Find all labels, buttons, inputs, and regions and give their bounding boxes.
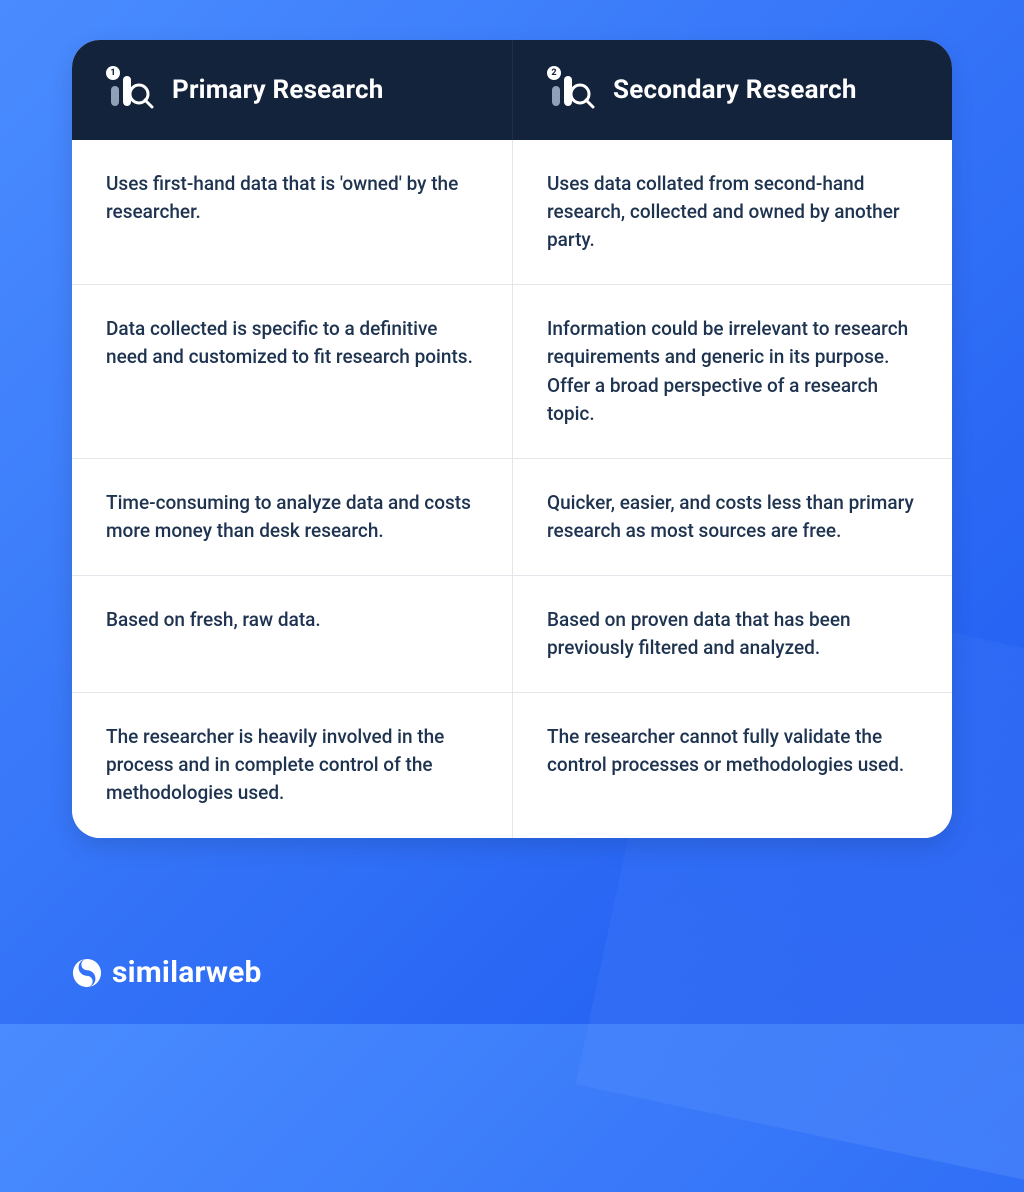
cell-secondary: Uses data collated from second-hand rese… [512,140,952,284]
brand-lockup: similarweb [72,955,262,990]
cell-primary: Data collected is specific to a definiti… [72,285,512,457]
table-body: Uses first-hand data that is 'owned' by … [72,140,952,838]
table-row: Based on fresh, raw data. Based on prove… [72,575,952,692]
bars-magnifier-icon: 1 [108,70,154,110]
table-row: Time-consuming to analyze data and costs… [72,458,952,575]
column-header-primary: 1 Primary Research [72,40,512,140]
cell-secondary: Based on proven data that has been previ… [512,576,952,692]
column-header-secondary: 2 Secondary Research [512,40,952,140]
cell-secondary: Information could be irrelevant to resea… [512,285,952,457]
bars-magnifier-icon: 2 [549,70,595,110]
cell-primary: Based on fresh, raw data. [72,576,512,692]
table-header-row: 1 Primary Research 2 Secondary Research [72,40,952,140]
cell-primary: Time-consuming to analyze data and costs… [72,459,512,575]
column-badge-number: 2 [547,66,561,80]
brand-name: similarweb [112,955,262,990]
table-row: The researcher is heavily involved in th… [72,692,952,837]
cell-primary: The researcher is heavily involved in th… [72,693,512,837]
table-row: Uses first-hand data that is 'owned' by … [72,140,952,284]
cell-secondary: Quicker, easier, and costs less than pri… [512,459,952,575]
column-badge-number: 1 [106,66,120,80]
cell-secondary: The researcher cannot fully validate the… [512,693,952,837]
similarweb-logo-icon [72,958,102,988]
comparison-card: 1 Primary Research 2 Secondary Research … [72,40,952,838]
column-title: Primary Research [172,75,384,105]
column-title: Secondary Research [613,75,857,105]
table-row: Data collected is specific to a definiti… [72,284,952,457]
cell-primary: Uses first-hand data that is 'owned' by … [72,140,512,284]
